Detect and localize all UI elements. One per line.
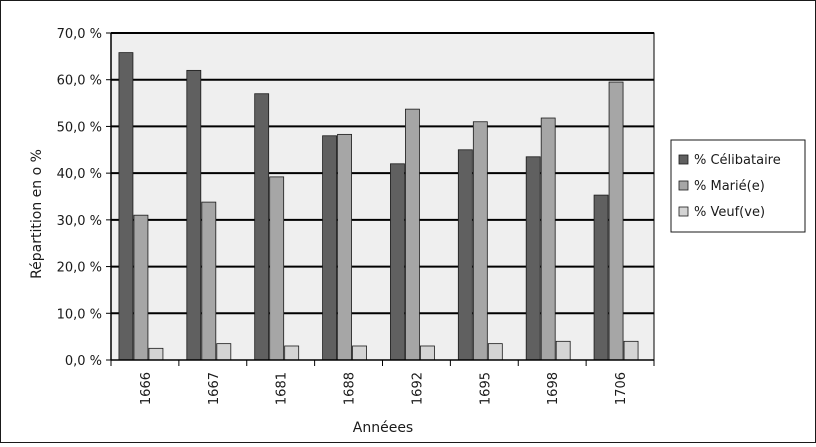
bar-veuf [148, 347, 164, 361]
bar-celibataire [390, 163, 405, 361]
bar-marie [472, 121, 488, 361]
legend-swatch [678, 154, 689, 165]
axes: 0,0 % 10,0 % 20,0 % 30,0 % 40,0 % 50,0 % 60,0 … [57, 27, 655, 405]
bar-celibataire [593, 194, 609, 361]
legend-label: % Veuf(ve) [694, 205, 765, 220]
bar-veuf [420, 345, 435, 361]
x-tick-label: 1688 [343, 372, 358, 405]
y-tick-label: 60,0 % [57, 74, 102, 89]
y-tick-label: 50,0 % [57, 120, 102, 135]
y-axis-title: Répartition en o % [29, 149, 45, 279]
x-tick-label: 1692 [410, 372, 425, 405]
y-tick-label: 30,0 % [57, 214, 102, 229]
legend-label: % Célibataire [694, 153, 781, 168]
x-tick-label: 1681 [275, 372, 290, 405]
x-axis-title: Annéees [353, 420, 413, 436]
plot-area [110, 32, 655, 361]
x-tick-label: 1667 [207, 372, 222, 405]
bar-celibataire [118, 52, 134, 361]
x-tick-label: 1698 [546, 372, 561, 405]
y-tick-label: 20,0 % [57, 261, 102, 276]
bar-veuf [284, 345, 300, 361]
bar-veuf [216, 343, 232, 361]
x-tick-label: 1695 [478, 372, 493, 405]
x-tick-label: 1666 [139, 372, 154, 405]
y-tick-label: 10,0 % [57, 307, 102, 322]
y-tick-label: 0,0 % [65, 354, 102, 369]
bar-marie [133, 214, 149, 361]
bar-veuf [352, 345, 367, 361]
legend-swatch [678, 206, 689, 217]
legend-label: % Marié(e) [694, 179, 765, 194]
bar-marie [540, 117, 556, 361]
bar-marie [405, 108, 420, 361]
bar-celibataire [254, 93, 270, 361]
legend-box [670, 139, 806, 233]
bar-celibataire [186, 69, 202, 361]
x-tick-label: 1706 [614, 372, 629, 405]
bar-marie [201, 201, 217, 361]
bar-celibataire [525, 156, 541, 361]
y-tick-label: 40,0 % [57, 167, 102, 182]
bar-celibataire [322, 135, 337, 361]
legend: % Célibataire % Marié(e) % Veuf(ve) [670, 139, 806, 233]
bar-veuf [487, 343, 503, 361]
bar-marie [337, 133, 352, 361]
bar-celibataire [457, 149, 473, 361]
y-tick-label: 70,0 % [57, 27, 102, 42]
bar-marie [269, 176, 285, 361]
bar-marie [608, 81, 624, 361]
bar-veuf [555, 340, 571, 361]
bar-veuf [623, 340, 639, 361]
legend-swatch [678, 180, 689, 191]
